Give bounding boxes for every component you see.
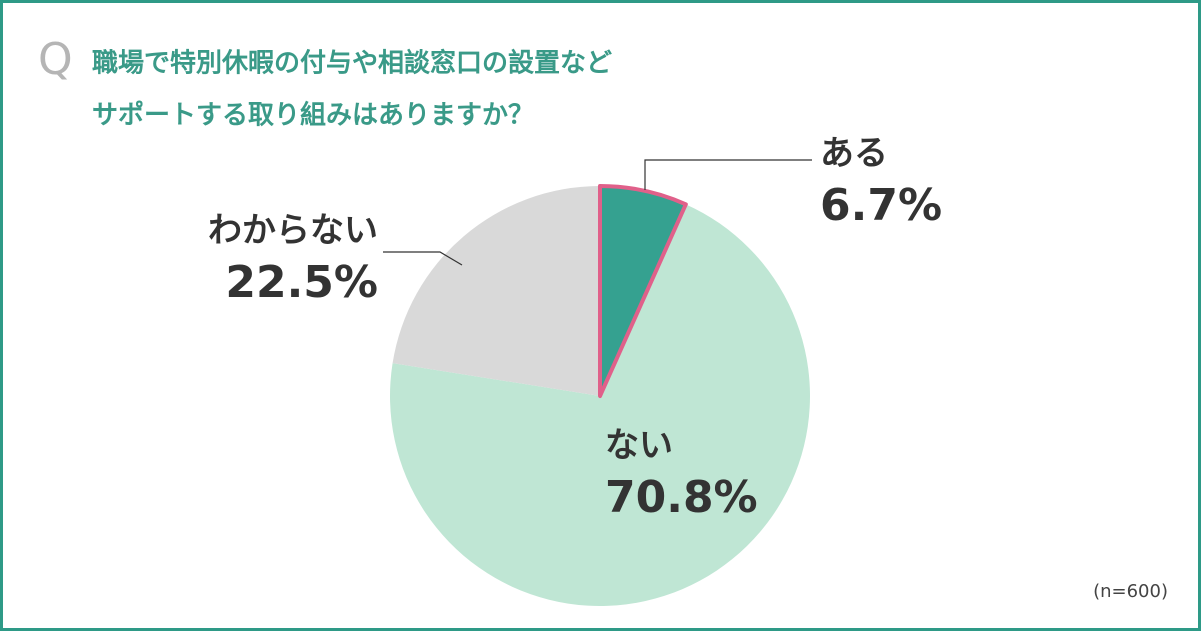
slice-label: ない [605,426,673,466]
value-label: 22.5% [225,257,378,308]
slice-label: わからない [208,211,378,251]
leader-line [644,159,812,190]
value-label: 6.7% [820,180,942,231]
value-label: 70.8% [605,472,758,523]
pie-slice [598,184,688,398]
pie-slice [389,204,810,607]
sample-note: (n=600) [1093,581,1168,602]
pie-slice [392,186,600,396]
leader-line [383,251,463,266]
title-line: 職場で特別休暇の付与や相談窓口の設置など [92,48,612,79]
title-line: サポートする取り組みはありますか？ [92,100,534,131]
slice-label: ある [820,134,888,174]
question-mark: Q [38,34,73,85]
